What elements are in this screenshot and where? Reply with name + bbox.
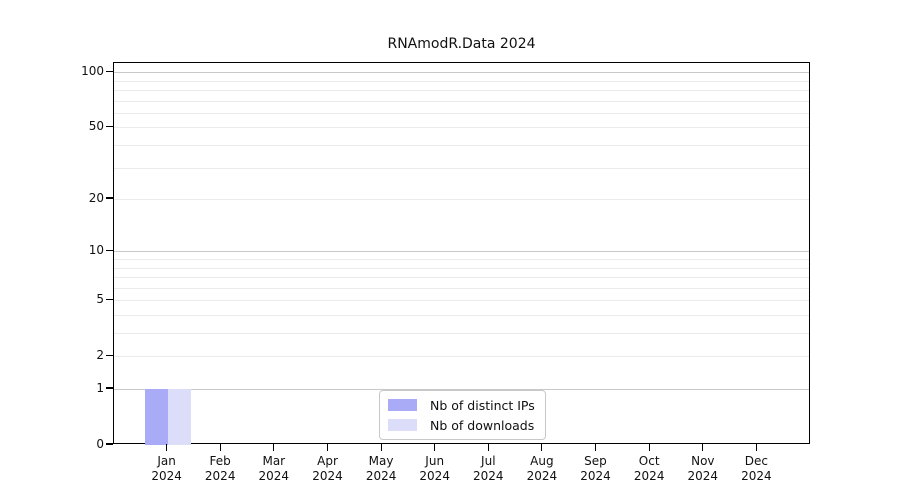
x-tick-label: Feb 2024	[205, 454, 236, 485]
x-tick-mark	[594, 444, 597, 451]
minor-gridline	[114, 277, 809, 278]
minor-gridline	[114, 287, 809, 289]
x-tick-mark	[380, 444, 382, 451]
y-tick-mark	[106, 197, 113, 199]
x-tick-label: Jul 2024	[473, 454, 504, 485]
minor-gridline	[114, 100, 809, 102]
x-tick-label: Jan 2024	[151, 454, 182, 485]
x-tick-mark	[541, 444, 543, 451]
minor-gridline	[114, 356, 809, 358]
x-tick-label: Oct 2024	[634, 454, 665, 485]
x-tick-month: Dec	[744, 454, 769, 468]
legend-label-distinct-ips: Nb of distinct IPs	[430, 397, 535, 413]
y-tick-label: 20	[88, 191, 104, 205]
minor-gridline	[114, 167, 809, 169]
x-tick-year: 2024	[473, 469, 504, 484]
x-tick-label: May 2024	[366, 454, 397, 485]
x-tick-mark	[434, 444, 436, 451]
x-tick-year: 2024	[633, 469, 665, 484]
x-tick-mark	[326, 444, 329, 451]
y-tick-label: 50	[88, 119, 104, 134]
y-tick-label: 1	[96, 381, 104, 395]
major-gridline	[114, 389, 809, 390]
x-tick-month: Sep	[584, 454, 607, 468]
x-tick-month: Apr	[317, 454, 338, 468]
x-tick-label: Aug 2024	[527, 454, 558, 485]
minor-gridline	[114, 112, 809, 114]
major-gridline	[114, 72, 809, 74]
x-tick-mark	[219, 444, 221, 451]
y-tick-mark	[106, 354, 113, 356]
minor-gridline	[114, 258, 809, 260]
legend-swatch-downloads	[388, 419, 417, 431]
bar-jan-series-0	[144, 389, 168, 445]
x-tick-month: Jan	[157, 454, 176, 468]
y-tick-label: 0	[96, 437, 104, 451]
x-tick-mark	[702, 444, 704, 451]
x-tick-mark	[648, 444, 650, 451]
x-tick-year: 2024	[312, 469, 343, 484]
minor-gridline	[114, 314, 809, 316]
minor-gridline	[114, 144, 809, 146]
legend: Nb of distinct IPs Nb of downloads	[379, 390, 546, 440]
minor-gridline	[114, 300, 809, 302]
x-tick-mark	[166, 444, 168, 451]
x-tick-label: Dec 2024	[741, 454, 772, 485]
y-tick-label: 10	[88, 243, 104, 258]
y-tick-label: 2	[96, 348, 104, 363]
minor-gridline	[114, 127, 809, 129]
x-tick-year: 2024	[687, 469, 719, 484]
x-tick-year: 2024	[258, 469, 290, 484]
x-tick-mark	[755, 444, 757, 451]
x-tick-label: Sep 2024	[580, 454, 611, 485]
minor-gridline	[114, 89, 809, 91]
y-tick-mark	[106, 125, 113, 127]
chart-title: RNAmodR.Data 2024	[387, 36, 536, 52]
x-tick-month: Oct	[638, 454, 660, 468]
x-tick-year: 2024	[204, 469, 236, 484]
x-tick-mark	[487, 444, 489, 451]
y-tick-mark	[106, 443, 113, 445]
minor-gridline	[114, 199, 809, 200]
x-tick-year: 2024	[151, 469, 182, 484]
x-tick-label: Jun 2024	[419, 454, 450, 485]
x-tick-month: May	[368, 454, 394, 468]
y-tick-mark	[106, 387, 113, 389]
y-tick-mark	[106, 298, 113, 300]
minor-gridline	[114, 333, 809, 334]
x-tick-month: Feb	[209, 454, 231, 468]
x-tick-month: Jun	[425, 454, 445, 468]
bar-jan-series-1	[167, 389, 191, 445]
x-tick-year: 2024	[526, 469, 558, 484]
x-tick-mark	[273, 444, 275, 451]
x-tick-month: Aug	[530, 454, 554, 468]
major-gridline	[114, 251, 809, 253]
x-tick-year: 2024	[419, 469, 450, 484]
x-tick-label: Apr 2024	[312, 454, 343, 485]
x-tick-year: 2024	[365, 469, 397, 484]
x-tick-month: Nov	[691, 454, 715, 468]
x-tick-month: Mar	[262, 454, 286, 468]
x-tick-month: Jul	[481, 454, 496, 468]
legend-label-downloads: Nb of downloads	[430, 417, 535, 433]
x-tick-label: Mar 2024	[259, 454, 290, 485]
minor-gridline	[114, 80, 809, 82]
plot-area: Nb of distinct IPs Nb of downloads	[113, 62, 810, 445]
y-tick-mark	[106, 249, 113, 251]
y-tick-mark	[106, 70, 113, 72]
y-tick-label: 100	[81, 64, 104, 79]
legend-swatch-distinct-ips	[388, 399, 417, 411]
minor-gridline	[114, 267, 809, 269]
legend-item-downloads: Nb of downloads	[388, 417, 535, 433]
x-tick-label: Nov 2024	[688, 454, 719, 485]
y-tick-label: 5	[96, 292, 104, 307]
x-tick-year: 2024	[741, 469, 772, 484]
x-tick-year: 2024	[580, 469, 611, 484]
legend-item-distinct-ips: Nb of distinct IPs	[388, 397, 535, 413]
